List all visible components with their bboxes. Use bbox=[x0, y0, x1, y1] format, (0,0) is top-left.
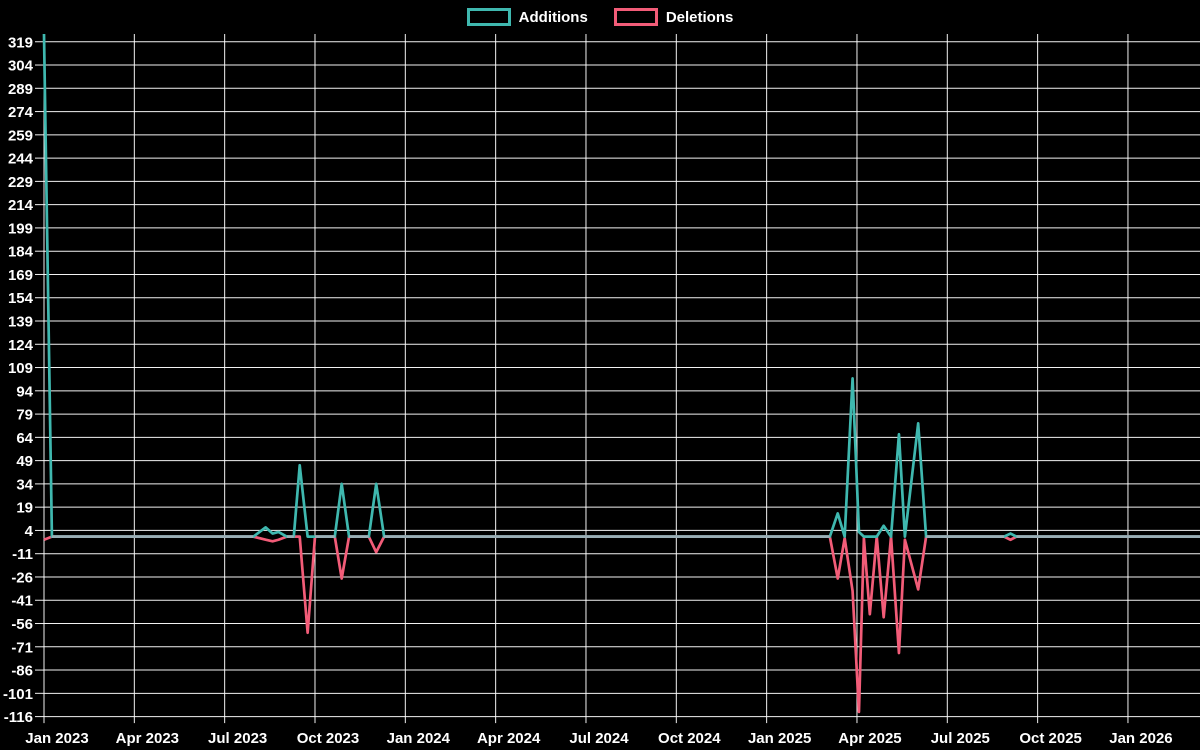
chart-legend: Additions Deletions bbox=[0, 8, 1200, 26]
y-tick-label: 199 bbox=[8, 220, 33, 237]
x-tick-label: Apr 2025 bbox=[838, 730, 901, 747]
x-tick-label: Jan 2024 bbox=[387, 730, 451, 747]
y-tick-label: -101 bbox=[3, 686, 33, 703]
additions-line bbox=[42, 33, 1200, 538]
y-tick-label: -71 bbox=[11, 639, 33, 656]
x-tick-label: Jul 2023 bbox=[208, 730, 267, 747]
y-tick-label: 64 bbox=[16, 430, 33, 447]
x-tick-label: Oct 2023 bbox=[297, 730, 360, 747]
y-tick-label: -41 bbox=[11, 593, 33, 610]
legend-item-additions[interactable]: Additions bbox=[466, 8, 588, 26]
x-tick-label: Apr 2024 bbox=[477, 730, 541, 747]
x-tick-label: Jul 2025 bbox=[931, 730, 990, 747]
x-tick-label: Jan 2025 bbox=[748, 730, 811, 747]
x-tick-label: Jan 2026 bbox=[1109, 730, 1172, 747]
legend-label-deletions: Deletions bbox=[665, 8, 734, 26]
x-tick-label: Jan 2023 bbox=[25, 730, 88, 747]
additions-swatch-icon bbox=[466, 8, 511, 26]
x-tick-label: Oct 2024 bbox=[658, 730, 721, 747]
y-tick-label: 244 bbox=[8, 151, 34, 168]
y-tick-label: -11 bbox=[12, 546, 33, 563]
y-tick-label: 304 bbox=[8, 58, 34, 75]
y-tick-label: 214 bbox=[8, 197, 34, 214]
y-tick-label: -56 bbox=[11, 616, 33, 633]
x-tick-label: Oct 2025 bbox=[1019, 730, 1082, 747]
legend-label-additions: Additions bbox=[518, 8, 588, 26]
y-tick-label: 79 bbox=[16, 407, 33, 424]
y-tick-label: 184 bbox=[8, 244, 34, 261]
x-tick-label: Apr 2023 bbox=[116, 730, 179, 747]
y-tick-label: 4 bbox=[25, 523, 34, 540]
y-tick-label: 289 bbox=[8, 81, 33, 98]
y-tick-label: 274 bbox=[8, 104, 34, 121]
y-tick-label: -26 bbox=[11, 569, 33, 586]
legend-item-deletions[interactable]: Deletions bbox=[613, 8, 734, 26]
y-tick-label: 19 bbox=[16, 500, 33, 517]
y-tick-label: 94 bbox=[16, 383, 33, 400]
y-tick-label: 49 bbox=[16, 453, 33, 470]
y-tick-label: 169 bbox=[8, 267, 33, 284]
x-tick-label: Jul 2024 bbox=[569, 730, 629, 747]
y-tick-label: 229 bbox=[8, 174, 33, 191]
y-tick-label: -116 bbox=[4, 709, 33, 726]
y-tick-label: 259 bbox=[8, 127, 33, 144]
y-tick-label: 109 bbox=[8, 360, 33, 377]
y-tick-label: 34 bbox=[16, 476, 33, 493]
y-tick-label: 319 bbox=[8, 34, 33, 51]
grid-lines bbox=[35, 34, 1200, 724]
y-tick-label: -86 bbox=[11, 663, 33, 680]
deletions-line bbox=[43, 535, 1200, 714]
axis-labels: 319 304 289 274 259 244 229 214 199 184 169 154 139 1… bbox=[3, 34, 1173, 747]
deletions-swatch-icon bbox=[613, 8, 658, 26]
y-tick-label: 139 bbox=[8, 314, 33, 331]
y-tick-label: 154 bbox=[8, 290, 34, 307]
y-tick-label: 124 bbox=[8, 337, 34, 354]
